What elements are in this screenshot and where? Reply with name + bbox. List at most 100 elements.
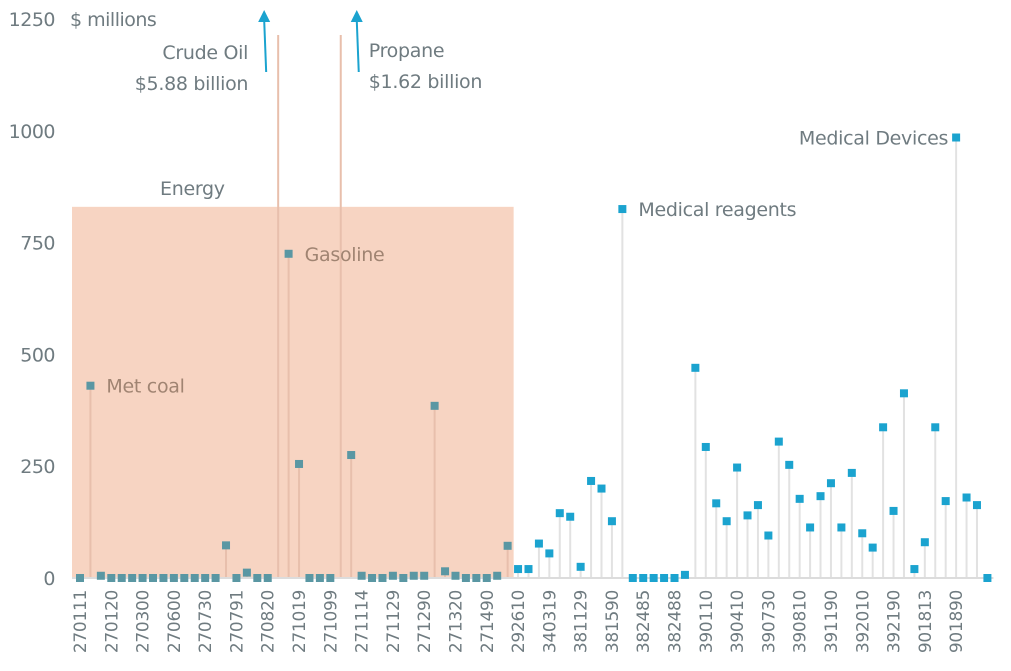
x-tick-label: 271114 <box>353 590 373 653</box>
data-point <box>618 205 627 214</box>
data-point <box>242 568 251 577</box>
data-point <box>899 389 908 398</box>
data-point <box>232 574 241 582</box>
x-tick-label: 390730 <box>759 590 779 653</box>
data-point <box>461 574 470 582</box>
data-point <box>295 459 304 468</box>
data-point <box>169 574 178 582</box>
data-point <box>920 538 929 547</box>
data-point <box>472 574 481 582</box>
x-tick-label: 901813 <box>916 590 936 653</box>
x-tick-label: 392010 <box>853 590 873 653</box>
x-tick-label: 271019 <box>290 590 310 653</box>
data-point <box>816 492 825 501</box>
offscale-label: $5.88 billion <box>135 73 248 95</box>
data-point <box>868 543 877 552</box>
data-point <box>263 574 272 582</box>
data-point <box>420 571 429 580</box>
data-point <box>534 539 543 548</box>
data-point <box>149 574 158 582</box>
x-tick-label: 292610 <box>509 590 529 653</box>
data-point <box>482 574 491 582</box>
data-point <box>368 574 377 582</box>
x-tick-label: 391190 <box>822 590 842 653</box>
x-tick-label: 270300 <box>134 590 154 653</box>
y-tick-label: 1000 <box>9 121 55 143</box>
data-point <box>837 523 846 532</box>
x-tick-label: 382488 <box>666 590 686 653</box>
data-point <box>910 565 919 574</box>
x-tick-label: 381590 <box>603 590 623 653</box>
data-point <box>555 509 564 518</box>
data-point <box>795 494 804 503</box>
offscale-arrow <box>263 19 268 73</box>
point-annotation: Medical reagents <box>638 199 796 221</box>
data-point <box>879 423 888 432</box>
annotations: Met coal Gasoline Medical reagents Medical … <box>106 10 948 398</box>
data-point <box>639 574 648 582</box>
data-point <box>284 249 293 258</box>
data-point <box>826 479 835 488</box>
y-axis-label: $ millions <box>70 9 156 31</box>
data-point <box>388 571 397 580</box>
data-point <box>201 574 210 582</box>
y-tick-label: 1250 <box>9 9 55 31</box>
x-tick-label: 271490 <box>478 590 498 653</box>
data-point <box>660 574 669 582</box>
x-tick-label: 270730 <box>196 590 216 653</box>
data-point <box>607 517 616 526</box>
data-point <box>753 501 762 510</box>
offscale-label: $1.62 billion <box>369 71 482 93</box>
data-point <box>743 511 752 520</box>
data-point <box>347 451 356 460</box>
data-point <box>785 460 794 469</box>
data-point <box>764 531 773 540</box>
point-annotation: Gasoline <box>305 244 385 266</box>
data-point <box>680 570 689 579</box>
y-tick-label: 500 <box>20 344 55 366</box>
data-point <box>576 562 585 571</box>
y-tick-label: 0 <box>43 568 55 590</box>
data-point <box>409 571 418 580</box>
offscale-label: Propane <box>369 40 444 62</box>
data-point <box>587 476 596 485</box>
arrow-head-icon <box>350 10 363 22</box>
x-tick-label: 381129 <box>572 590 592 653</box>
data-point <box>76 574 84 582</box>
energy-region <box>72 206 514 578</box>
data-point <box>305 574 314 582</box>
data-point <box>545 549 554 558</box>
x-tick-label: 390410 <box>728 590 748 653</box>
data-point <box>253 574 262 582</box>
data-point <box>649 574 658 582</box>
data-point <box>451 571 460 580</box>
data-point <box>315 574 324 582</box>
data-point <box>806 523 815 532</box>
data-point <box>983 574 992 582</box>
x-tick-label: 270120 <box>102 590 122 653</box>
data-point <box>399 574 408 582</box>
data-point <box>159 574 168 582</box>
x-tick-label: 271099 <box>321 590 341 653</box>
data-point <box>889 506 898 515</box>
data-point <box>524 565 533 574</box>
data-point <box>378 574 387 582</box>
markers <box>76 133 992 582</box>
y-tick-label: 750 <box>20 233 55 255</box>
data-point <box>86 381 95 390</box>
x-axis: 270111 270120 270300 270600 270730 270791 2708… <box>71 590 967 653</box>
data-point <box>701 442 710 451</box>
data-point <box>566 512 575 521</box>
data-point <box>722 517 731 526</box>
offscale-label: Crude Oil <box>162 42 248 64</box>
data-point <box>96 571 105 580</box>
data-point <box>941 497 950 506</box>
point-annotation: Medical Devices <box>799 128 948 150</box>
data-point <box>211 574 220 582</box>
x-tick-label: 340319 <box>540 590 560 653</box>
data-point <box>514 565 523 574</box>
x-tick-label: 270111 <box>71 590 91 653</box>
x-tick-label: 270791 <box>227 590 247 653</box>
data-point <box>430 401 439 410</box>
